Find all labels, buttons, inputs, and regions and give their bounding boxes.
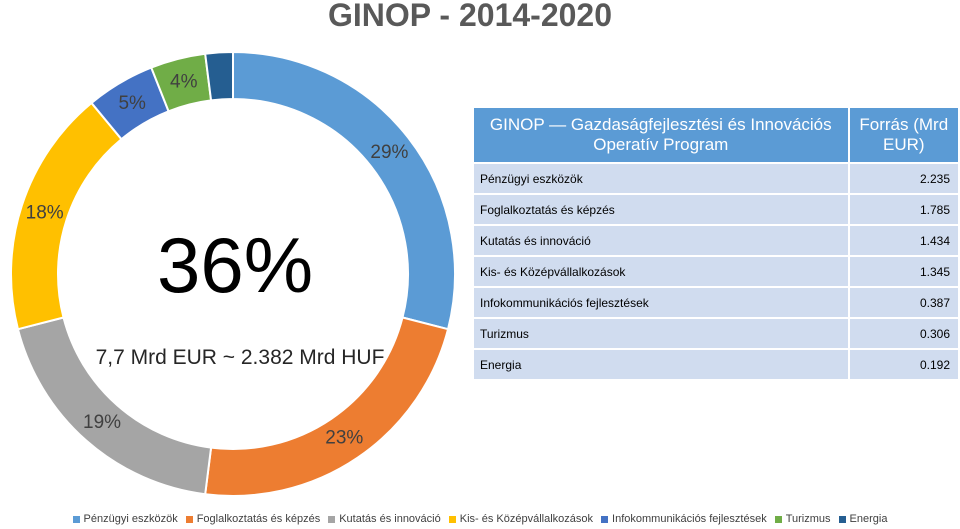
- legend-label: Turizmus: [785, 513, 831, 525]
- center-percentage: 36%: [156, 221, 314, 309]
- legend-label: Pénzügyi eszközök: [83, 513, 178, 525]
- row-value: 2.235: [849, 164, 958, 193]
- legend-item: Turizmus: [774, 513, 831, 525]
- table-header-row: GINOP — Gazdaságfejlesztési és Innováció…: [474, 108, 958, 162]
- row-value: 0.306: [849, 319, 958, 348]
- legend-item: Energia: [838, 513, 888, 525]
- table-row: Foglalkoztatás és képzés 1.785: [474, 195, 958, 224]
- row-label: Kutatás és innováció: [474, 226, 850, 255]
- legend-label: Kis- és Középvállalkozások: [459, 513, 594, 525]
- donut-slice-1: [204, 316, 450, 497]
- table-row: Kutatás és innováció 1.434: [474, 226, 958, 255]
- legend-swatch: [774, 515, 782, 523]
- row-label: Turizmus: [474, 319, 850, 348]
- legend-swatch: [448, 515, 456, 523]
- donut-slice-6: [204, 50, 234, 102]
- table-row: Pénzügyi eszközök 2.235: [474, 164, 958, 193]
- legend-label: Infokommunikációs fejlesztések: [612, 513, 767, 525]
- legend-item: Kis- és Középvállalkozások: [448, 513, 594, 525]
- source-table: GINOP — Gazdaságfejlesztési és Innováció…: [474, 106, 958, 381]
- slice-label-2: 19%: [83, 412, 121, 433]
- center-caption: 7,7 Mrd EUR ~ 2.382 Mrd HUF: [95, 346, 385, 369]
- legend-swatch: [838, 515, 846, 523]
- legend-item: Foglalkoztatás és képzés: [185, 513, 321, 525]
- slice-label-4: 5%: [118, 93, 146, 114]
- legend-swatch: [328, 515, 336, 523]
- row-label: Pénzügyi eszközök: [474, 164, 850, 193]
- legend-label: Foglalkoztatás és képzés: [196, 513, 321, 525]
- row-label: Kis- és Középvállalkozások: [474, 257, 850, 286]
- slice-label-3: 18%: [26, 202, 64, 223]
- donut-slice-2: [16, 316, 213, 496]
- row-label: Energia: [474, 350, 850, 379]
- slice-label-1: 23%: [325, 427, 363, 448]
- row-label: Foglalkoztatás és képzés: [474, 195, 850, 224]
- slice-label-5: 4%: [170, 72, 198, 93]
- legend-swatch: [72, 515, 80, 523]
- table-row: Turizmus 0.306: [474, 319, 958, 348]
- row-value: 1.434: [849, 226, 958, 255]
- table-row: Kis- és Középvállalkozások 1.345: [474, 257, 958, 286]
- chart-legend: Pénzügyi eszközök Foglalkoztatás és képzé…: [0, 513, 960, 525]
- table-row: Energia 0.192: [474, 350, 958, 379]
- legend-item: Infokommunikációs fejlesztések: [601, 513, 767, 525]
- row-value: 0.387: [849, 288, 958, 317]
- table-row: Infokommunikációs fejlesztések 0.387: [474, 288, 958, 317]
- chart-title: GINOP - 2014-2020: [327, 0, 612, 33]
- row-value: 1.785: [849, 195, 958, 224]
- slice-label-0: 29%: [370, 142, 408, 163]
- legend-swatch: [185, 515, 193, 523]
- legend-label: Kutatás és innováció: [339, 513, 441, 525]
- row-value: 0.192: [849, 350, 958, 379]
- donut-chart: 29% 23% 19% 18% 5% 4%: [10, 50, 456, 497]
- legend-label: Energia: [849, 513, 888, 525]
- legend-item: Kutatás és innováció: [328, 513, 441, 525]
- legend-item: Pénzügyi eszközök: [72, 513, 178, 525]
- table-header-source: Forrás (Mrd EUR): [849, 108, 958, 162]
- table-header-program: GINOP — Gazdaságfejlesztési és Innováció…: [474, 108, 850, 162]
- row-value: 1.345: [849, 257, 958, 286]
- row-label: Infokommunikációs fejlesztések: [474, 288, 850, 317]
- legend-swatch: [601, 515, 609, 523]
